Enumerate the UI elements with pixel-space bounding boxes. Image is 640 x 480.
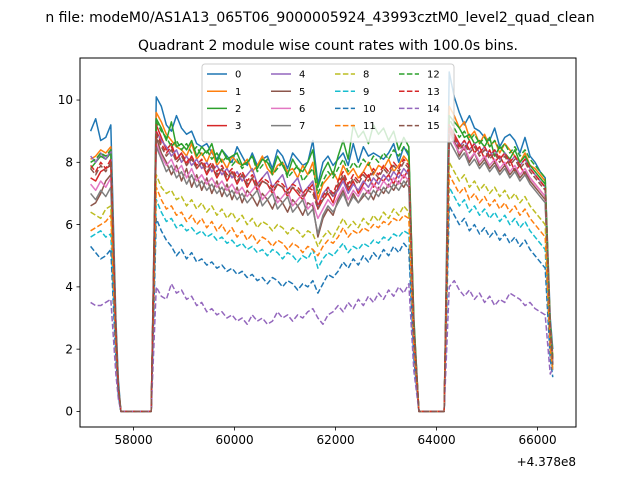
legend-label-11: 11 <box>363 121 376 132</box>
legend-label-14: 14 <box>427 104 440 115</box>
series-line-7 <box>90 139 554 413</box>
legend-label-0: 0 <box>235 70 241 81</box>
legend-label-12: 12 <box>427 70 440 81</box>
legend-label-15: 15 <box>427 121 440 132</box>
y-tick-label: 6 <box>65 218 73 232</box>
legend-label-13: 13 <box>427 87 440 98</box>
x-tick-label: 60000 <box>215 433 253 447</box>
figure-suptitle: n file: modeM0/AS1A13_065T06_9000005924_… <box>45 10 594 26</box>
y-tick-label: 10 <box>58 93 73 107</box>
legend-label-4: 4 <box>299 70 305 81</box>
series-line-8 <box>90 161 554 413</box>
legend-label-3: 3 <box>235 121 241 132</box>
series-line-1 <box>90 105 554 413</box>
x-tick-label: 66000 <box>519 433 557 447</box>
legend-label-2: 2 <box>235 104 241 115</box>
series-line-13 <box>90 127 554 413</box>
series-line-15 <box>90 130 554 413</box>
x-tick-label: 64000 <box>418 433 456 447</box>
legend-label-8: 8 <box>363 70 369 81</box>
series-line-9 <box>90 186 554 413</box>
axes-frame <box>79 57 577 428</box>
legend-label-1: 1 <box>235 87 241 98</box>
series-line-6 <box>90 133 554 413</box>
chart-title: Quadrant 2 module wise count rates with … <box>138 38 518 54</box>
y-tick-label: 8 <box>65 156 73 170</box>
x-tick-label: 62000 <box>316 433 354 447</box>
legend-box <box>201 63 455 143</box>
legend-label-5: 5 <box>299 87 305 98</box>
series-line-10 <box>90 205 554 413</box>
series-line-11 <box>90 174 554 413</box>
legend-label-9: 9 <box>363 87 369 98</box>
legend-label-10: 10 <box>363 104 376 115</box>
plot-area <box>89 71 554 413</box>
legend-label-7: 7 <box>299 121 305 132</box>
series-line-12 <box>90 117 554 413</box>
y-tick-label: 0 <box>65 405 73 419</box>
x-tick-label: 58000 <box>114 433 152 447</box>
y-tick-label: 4 <box>65 280 73 294</box>
legend-label-6: 6 <box>299 104 305 115</box>
axes: 58000 60000 62000 64000 66000 0 2 4 6 8 10 <box>58 93 557 447</box>
y-tick-label: 2 <box>65 342 73 356</box>
x-offset-label: +4.378e8 <box>517 455 576 469</box>
series-line-14 <box>90 279 554 413</box>
series-line-0 <box>89 71 554 413</box>
